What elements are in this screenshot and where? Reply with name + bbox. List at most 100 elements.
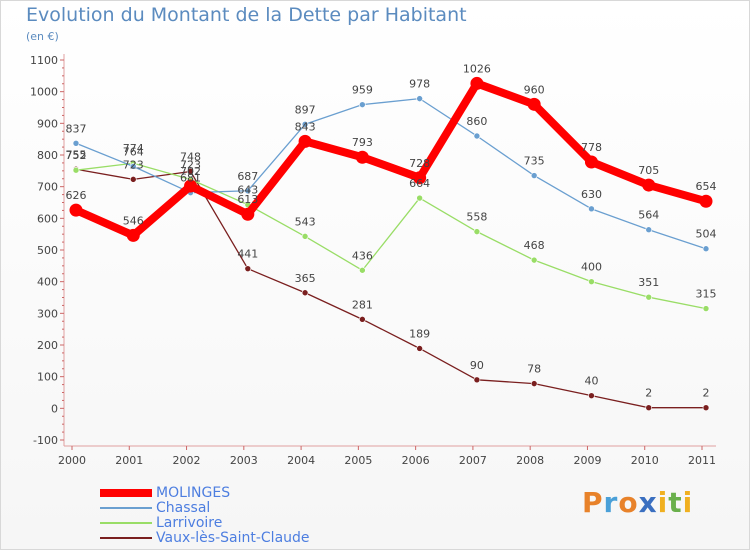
data-point xyxy=(359,101,366,108)
data-point xyxy=(527,97,541,111)
y-tick-label: 800 xyxy=(37,149,58,162)
data-point xyxy=(645,226,653,234)
x-tick-label: 2001 xyxy=(115,454,143,467)
data-label: 723 xyxy=(123,158,144,171)
data-point xyxy=(416,95,423,102)
data-label: 400 xyxy=(581,261,602,274)
data-point xyxy=(355,150,369,164)
legend-item: Larrivoire xyxy=(100,515,400,531)
y-tick-label: 100 xyxy=(37,371,58,384)
data-label: 626 xyxy=(66,189,87,202)
data-label: 755 xyxy=(66,148,87,161)
data-point xyxy=(416,345,423,352)
series xyxy=(69,76,713,412)
data-label: 764 xyxy=(123,145,144,158)
data-point xyxy=(129,163,137,170)
data-point xyxy=(72,166,80,174)
y-tick-label: 600 xyxy=(37,212,58,225)
data-point xyxy=(470,76,484,90)
series-line-1 xyxy=(75,97,707,250)
data-label: 959 xyxy=(352,84,373,97)
y-tick-label: 200 xyxy=(37,339,58,352)
data-point xyxy=(359,316,366,323)
x-tick-label: 2010 xyxy=(631,454,659,467)
logo-letter: o xyxy=(618,486,639,519)
data-point xyxy=(702,245,710,253)
data-point xyxy=(473,376,481,384)
data-label: 654 xyxy=(696,180,717,193)
data-point xyxy=(72,139,80,147)
legend-swatch xyxy=(100,489,152,497)
data-point xyxy=(584,155,598,169)
legend-label: MOLINGES xyxy=(156,485,231,501)
data-label: 681 xyxy=(180,172,201,185)
data-label: 564 xyxy=(638,209,659,222)
data-point xyxy=(301,289,309,297)
x-tick-label: 2000 xyxy=(58,454,86,467)
data-point xyxy=(69,203,83,217)
y-tick-label: 700 xyxy=(37,181,58,194)
data-label: 468 xyxy=(524,239,545,252)
series-line-2 xyxy=(75,162,707,310)
data-point xyxy=(416,194,423,202)
data-point xyxy=(187,168,194,175)
data-point xyxy=(699,194,713,208)
legend-label: Vaux-lès-Saint-Claude xyxy=(156,530,310,546)
x-tick-label: 2009 xyxy=(573,454,601,467)
data-label: 504 xyxy=(696,228,717,241)
data-point xyxy=(413,171,427,185)
data-labels: 626 546 702 613 843 793 728 1026 960 778 705 654 837… xyxy=(66,62,717,399)
data-point xyxy=(473,132,481,140)
logo-letter: r xyxy=(603,486,619,519)
data-label: 441 xyxy=(237,248,258,261)
data-label: 365 xyxy=(295,272,316,285)
data-label: 748 xyxy=(180,150,201,163)
data-point xyxy=(241,207,255,221)
data-point xyxy=(530,380,538,387)
data-label: 687 xyxy=(237,170,258,183)
legend-item: MOLINGES xyxy=(100,485,400,501)
y-tick-label: 500 xyxy=(37,244,58,257)
data-point xyxy=(645,293,653,301)
data-label: 351 xyxy=(638,276,659,289)
data-label: 960 xyxy=(524,83,545,96)
data-label: 1026 xyxy=(463,62,491,75)
y-tick-label: 300 xyxy=(37,307,58,320)
data-label: 189 xyxy=(409,327,430,340)
y-tick-label: 1000 xyxy=(30,86,58,99)
data-label: 543 xyxy=(295,215,316,228)
data-label: 837 xyxy=(66,122,87,135)
legend-swatch xyxy=(100,522,152,524)
data-label: 558 xyxy=(466,211,487,224)
data-point xyxy=(126,228,140,242)
logo-letter: P xyxy=(582,486,604,519)
logo-letter: t xyxy=(668,486,683,519)
x-tick-label: 2007 xyxy=(459,454,487,467)
data-point xyxy=(642,178,656,192)
series-line-0 xyxy=(74,79,708,240)
data-label: 793 xyxy=(352,136,373,149)
data-label: 90 xyxy=(470,359,484,372)
data-label: 2 xyxy=(645,387,652,400)
data-label: 630 xyxy=(581,188,602,201)
data-label: 702 xyxy=(180,165,201,178)
y-tick-label: 1100 xyxy=(30,54,58,67)
legend-swatch xyxy=(100,507,152,509)
x-tick-label: 2006 xyxy=(402,454,430,467)
legend-swatch xyxy=(100,537,152,539)
logo-letter: x xyxy=(638,486,658,519)
legend: MOLINGES Chassal Larrivoire Vaux-lès-Saint-… xyxy=(100,485,400,546)
data-point xyxy=(184,179,198,193)
data-label: 281 xyxy=(352,298,373,311)
data-point xyxy=(702,404,710,412)
data-point xyxy=(588,392,595,399)
proxiti-logo: Proxiti xyxy=(582,486,693,519)
data-label: 436 xyxy=(352,249,373,262)
logo-letter: i xyxy=(657,486,669,519)
data-point xyxy=(530,172,538,179)
data-label: 897 xyxy=(295,103,316,116)
x-tick-label: 2008 xyxy=(516,454,544,467)
data-point xyxy=(588,205,595,213)
data-label: 315 xyxy=(696,288,717,301)
